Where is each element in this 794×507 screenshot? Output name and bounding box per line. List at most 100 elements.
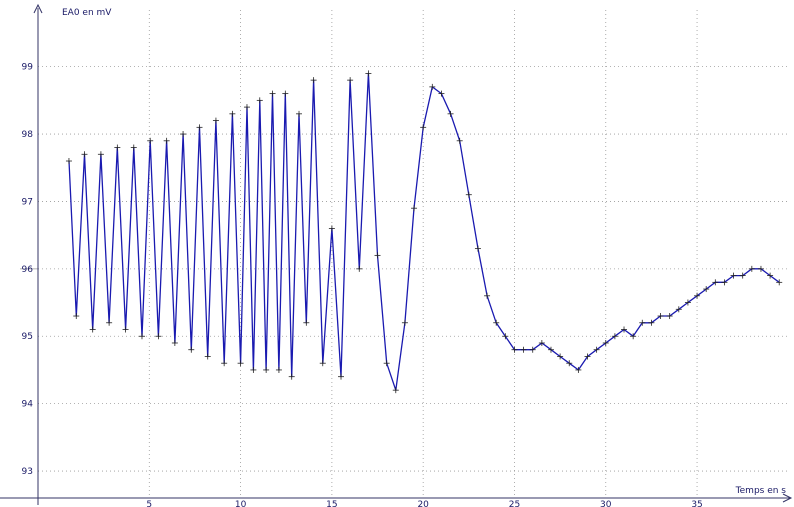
data-point bbox=[138, 333, 145, 340]
data-point bbox=[319, 360, 326, 367]
data-point bbox=[529, 346, 536, 353]
x-tick-label: 30 bbox=[600, 500, 612, 507]
data-point bbox=[188, 346, 195, 353]
data-point bbox=[502, 333, 509, 340]
data-point bbox=[328, 225, 335, 232]
data-point bbox=[130, 144, 137, 151]
data-point bbox=[684, 299, 691, 306]
axes bbox=[0, 3, 793, 505]
x-tick-label: 15 bbox=[326, 500, 337, 507]
data-point bbox=[303, 319, 310, 326]
data-point bbox=[465, 191, 472, 198]
data-point bbox=[621, 326, 628, 333]
data-point bbox=[675, 306, 682, 313]
data-point bbox=[712, 279, 719, 286]
y-tick-label: 96 bbox=[22, 265, 34, 275]
data-point bbox=[97, 151, 104, 158]
data-point bbox=[212, 117, 219, 124]
tick-labels: 5 10 15 20 25 30 35 93 94 95 96 97 98 99 bbox=[22, 63, 703, 507]
data-point bbox=[703, 286, 710, 293]
data-point bbox=[171, 339, 178, 346]
data-point bbox=[721, 279, 728, 286]
data-point bbox=[584, 353, 591, 360]
data-point bbox=[163, 137, 170, 144]
data-point bbox=[757, 265, 764, 272]
data-point bbox=[748, 265, 755, 272]
data-point bbox=[776, 279, 783, 286]
data-point bbox=[73, 313, 80, 320]
data-series bbox=[65, 70, 783, 394]
y-tick-label: 99 bbox=[22, 63, 34, 73]
y-tick-label: 98 bbox=[22, 130, 34, 140]
data-point bbox=[65, 158, 72, 165]
data-point bbox=[383, 360, 390, 367]
x-axis-arrow bbox=[782, 493, 793, 503]
data-point bbox=[484, 292, 491, 299]
data-point bbox=[547, 346, 554, 353]
y-tick-label: 94 bbox=[22, 400, 34, 410]
data-point bbox=[81, 151, 88, 158]
y-axis-arrow bbox=[33, 3, 43, 14]
data-point bbox=[89, 326, 96, 333]
data-point bbox=[114, 144, 121, 151]
data-point bbox=[593, 346, 600, 353]
data-point bbox=[196, 124, 203, 131]
data-point bbox=[347, 77, 354, 84]
x-tick-label: 25 bbox=[509, 500, 520, 507]
data-point bbox=[288, 373, 295, 380]
data-point bbox=[566, 360, 573, 367]
x-tick-label: 20 bbox=[417, 500, 429, 507]
data-point bbox=[694, 292, 701, 299]
data-point bbox=[411, 205, 418, 212]
data-point bbox=[122, 326, 129, 333]
data-point bbox=[520, 346, 527, 353]
data-point bbox=[250, 366, 257, 373]
data-point bbox=[147, 137, 154, 144]
data-point bbox=[447, 110, 454, 117]
data-point bbox=[237, 360, 244, 367]
data-point bbox=[557, 353, 564, 360]
data-point bbox=[575, 366, 582, 373]
data-point bbox=[296, 110, 303, 117]
data-point bbox=[180, 131, 187, 138]
data-point bbox=[365, 70, 372, 77]
data-point bbox=[474, 245, 481, 252]
x-tick-label: 10 bbox=[235, 500, 247, 507]
data-point bbox=[630, 333, 637, 340]
data-point bbox=[269, 90, 276, 97]
data-point bbox=[256, 97, 263, 104]
data-point bbox=[229, 110, 236, 117]
data-point bbox=[356, 265, 363, 272]
data-point bbox=[429, 83, 436, 90]
data-point bbox=[282, 90, 289, 97]
data-point bbox=[204, 353, 211, 360]
data-point bbox=[602, 339, 609, 346]
data-point bbox=[338, 373, 345, 380]
x-axis-label: Temps en s bbox=[735, 486, 787, 496]
data-point bbox=[155, 333, 162, 340]
data-point bbox=[420, 124, 427, 131]
data-point bbox=[648, 319, 655, 326]
data-point bbox=[243, 104, 250, 111]
data-point bbox=[374, 252, 381, 259]
data-point bbox=[639, 319, 646, 326]
data-point bbox=[657, 313, 664, 320]
data-point bbox=[438, 90, 445, 97]
data-point bbox=[666, 313, 673, 320]
data-point bbox=[511, 346, 518, 353]
series-line bbox=[68, 72, 780, 391]
data-point bbox=[401, 319, 408, 326]
x-tick-label: 35 bbox=[691, 500, 702, 507]
x-tick-label: 5 bbox=[146, 500, 152, 507]
data-point bbox=[263, 366, 270, 373]
data-point bbox=[221, 360, 228, 367]
data-point bbox=[493, 319, 500, 326]
y-axis-label: EA0 en mV bbox=[62, 8, 112, 18]
data-point bbox=[106, 319, 113, 326]
y-tick-label: 95 bbox=[22, 332, 33, 342]
data-point bbox=[310, 77, 317, 84]
y-tick-label: 93 bbox=[22, 467, 33, 477]
data-point bbox=[730, 272, 737, 279]
data-point bbox=[611, 333, 618, 340]
